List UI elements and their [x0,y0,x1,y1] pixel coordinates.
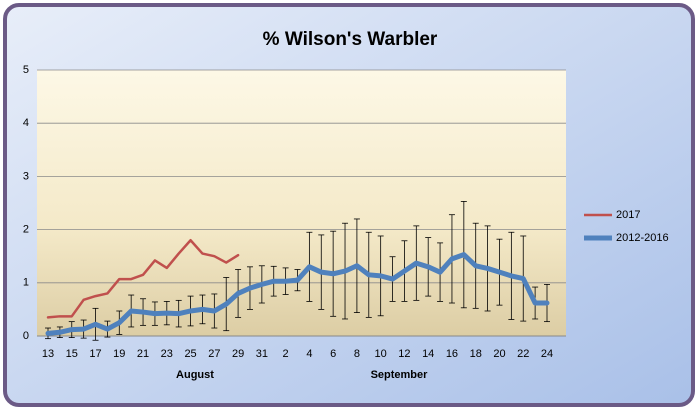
y-tick-label: 3 [23,170,29,182]
x-tick-label: 29 [232,348,244,360]
x-tick-label: 16 [446,348,458,360]
x-tick-label: 17 [89,348,101,360]
x-tick-label: 24 [541,348,553,360]
x-tick-label: 25 [184,348,196,360]
x-tick-label: 23 [161,348,173,360]
series-line [45,252,550,336]
x-tick-label: 8 [354,348,360,360]
y-tick-label: 1 [23,277,29,289]
x-tick-label: 12 [398,348,410,360]
x-tick-label: 18 [470,348,482,360]
legend-label: 2012-2016 [616,232,669,244]
x-tick-label: 22 [517,348,529,360]
y-tick-label: 5 [23,64,29,76]
legend-label: 2017 [616,209,640,221]
x-tick-label: 14 [422,348,434,360]
x-tick-label: 21 [137,348,149,360]
x-tick-label: 19 [113,348,125,360]
y-tick-label: 0 [23,330,29,342]
x-tick-label: 15 [66,348,78,360]
x-tick-label: 27 [208,348,220,360]
x-tick-label: 6 [330,348,336,360]
series-line [46,238,240,319]
month-label: September [371,369,429,381]
month-label: August [176,369,214,381]
y-tick-label: 2 [23,224,29,236]
x-tick-label: 31 [256,348,268,360]
x-tick-label: 2 [283,348,289,360]
plot-area [37,70,566,336]
x-tick-label: 10 [375,348,387,360]
x-tick-label: 4 [306,348,312,360]
x-tick-label: 20 [493,348,505,360]
chart-title: % Wilson's Warbler [263,29,438,50]
y-tick-label: 4 [23,117,29,129]
x-tick-label: 13 [42,348,54,360]
